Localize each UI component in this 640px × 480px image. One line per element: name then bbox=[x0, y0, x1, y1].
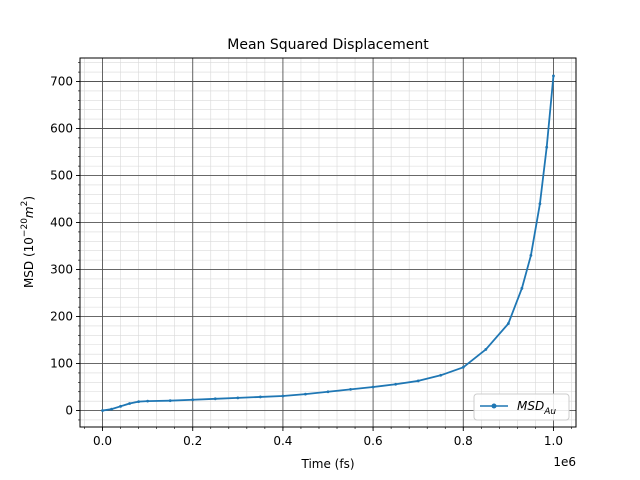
y-axis-label-exp: −20 bbox=[20, 218, 30, 237]
data-point bbox=[119, 404, 122, 408]
y-tick-label: 0 bbox=[65, 404, 73, 418]
data-point bbox=[461, 365, 465, 369]
minor-grid bbox=[80, 58, 576, 427]
data-point bbox=[394, 382, 398, 386]
x-tick-label: 0.2 bbox=[183, 434, 202, 448]
x-tick-label: 0.4 bbox=[273, 434, 292, 448]
data-point bbox=[258, 395, 262, 399]
data-point bbox=[484, 348, 488, 351]
data-point bbox=[371, 385, 375, 389]
y-axis-label-suffix: ) bbox=[22, 196, 36, 201]
plot-frame bbox=[79, 57, 577, 428]
x-tick-label: 0.6 bbox=[364, 434, 383, 448]
chart-title: Mean Squared Displacement bbox=[227, 37, 429, 53]
data-point bbox=[110, 407, 113, 411]
series-line bbox=[102, 75, 555, 412]
legend-box bbox=[473, 393, 570, 421]
data-point bbox=[545, 145, 549, 149]
x-offset-label: 1e6 bbox=[553, 455, 576, 469]
data-point bbox=[349, 387, 352, 391]
legend: MSDAu bbox=[473, 393, 570, 421]
y-tick-label: 100 bbox=[50, 357, 73, 371]
y-tick-label: 500 bbox=[50, 169, 73, 183]
x-axis-label: Time (fs) bbox=[300, 457, 354, 471]
series-layer bbox=[101, 74, 555, 412]
legend-series-subscript: Au bbox=[543, 407, 556, 417]
y-tick-label: 700 bbox=[50, 75, 73, 89]
y-axis-label-unit-exp: 2 bbox=[20, 201, 30, 207]
ticks-layer: 0.0 0.2 0.4 0.6 0.8 1.0 0 100 200 300 400 500 600 700 bbox=[50, 62, 572, 448]
legend-series-name: MSD bbox=[517, 399, 544, 413]
data-point bbox=[506, 322, 510, 325]
x-tick-label: 0.8 bbox=[454, 434, 473, 448]
y-tick-label: 600 bbox=[50, 122, 73, 136]
data-point bbox=[168, 399, 172, 403]
x-tick-label: 0.0 bbox=[93, 434, 112, 448]
legend-marker bbox=[491, 403, 497, 409]
x-tick-label: 1.0 bbox=[544, 434, 563, 448]
legend-label: MSDAu bbox=[517, 399, 556, 417]
major-grid bbox=[80, 58, 576, 427]
data-point bbox=[137, 400, 141, 404]
data-point bbox=[538, 202, 542, 206]
data-point bbox=[529, 254, 533, 257]
y-tick-label: 300 bbox=[50, 263, 73, 277]
data-point bbox=[281, 394, 285, 398]
y-tick-label: 400 bbox=[50, 216, 73, 230]
y-axis-label-prefix: MSD (10 bbox=[22, 237, 36, 288]
data-point bbox=[101, 409, 104, 412]
data-point bbox=[439, 373, 443, 377]
data-point bbox=[146, 399, 150, 403]
data-point bbox=[213, 397, 217, 401]
data-point bbox=[416, 379, 420, 383]
y-tick-label: 200 bbox=[50, 310, 73, 324]
data-point bbox=[326, 390, 330, 394]
data-point bbox=[552, 74, 555, 78]
data-point bbox=[191, 398, 195, 402]
data-point bbox=[520, 286, 524, 290]
y-axis-label: MSD (10−20m2) bbox=[20, 196, 36, 288]
y-axis-label-unit: m bbox=[22, 206, 36, 218]
data-point bbox=[236, 396, 240, 400]
data-point bbox=[128, 402, 132, 405]
data-point bbox=[304, 392, 307, 396]
